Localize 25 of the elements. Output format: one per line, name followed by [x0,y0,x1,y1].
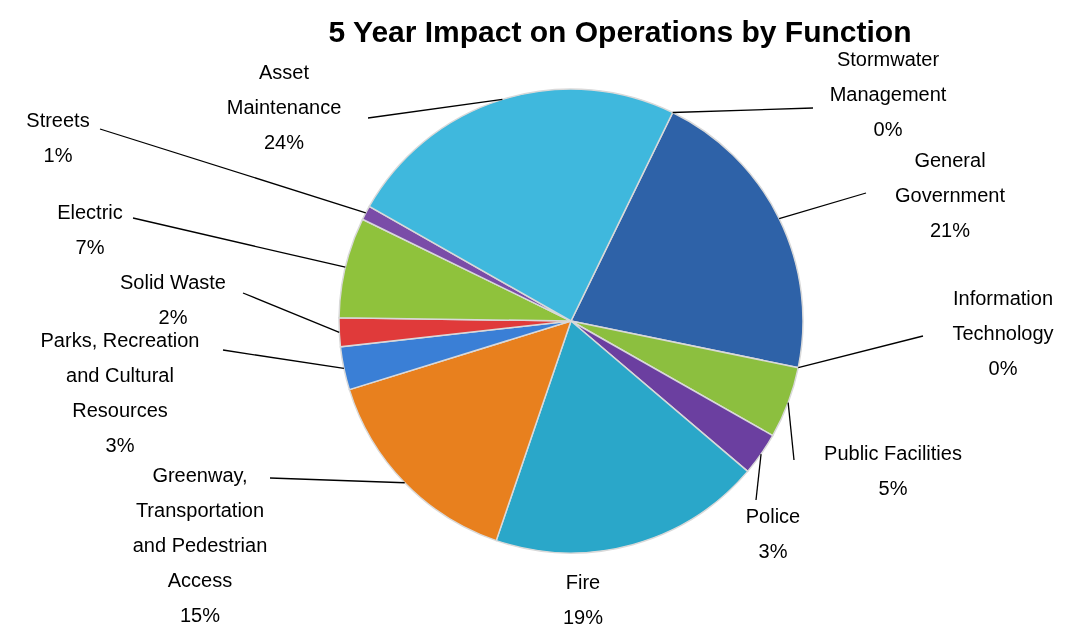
data-label: 15% [179,604,221,624]
data-label: 19% [562,606,604,624]
text: 0% [988,357,1018,379]
slice-label: Police [745,505,801,527]
slice-label: Public Facilities [824,442,962,464]
chart-title: 5 Year Impact on Operations by Function [328,15,912,48]
slice-label: Fire [565,571,601,593]
text: 0% [873,118,903,140]
data-label: 5% [878,477,908,499]
data-label: 3% [105,434,135,456]
slice-label: Solid Waste [120,271,226,293]
category-label: Information Technology [952,287,1054,344]
data-label: 3% [758,540,788,562]
slice-label: Streets [26,109,90,131]
data-label: 21% [929,219,971,241]
slice-label: Electric [57,201,123,223]
data-label: 2% [158,306,188,328]
slice-label: Asset Maintenance [226,61,342,118]
slice-label: Parks, Recreation and Cultural Resources [40,329,200,421]
data-label: 7% [75,236,105,258]
data-label: 1% [43,144,73,166]
slice-label: General Government [894,149,1006,206]
category-label: Stormwater Management [829,48,947,105]
slice-label: Greenway, Transportation and Pedestrian Access [132,464,268,591]
data-label: 24% [263,131,305,153]
